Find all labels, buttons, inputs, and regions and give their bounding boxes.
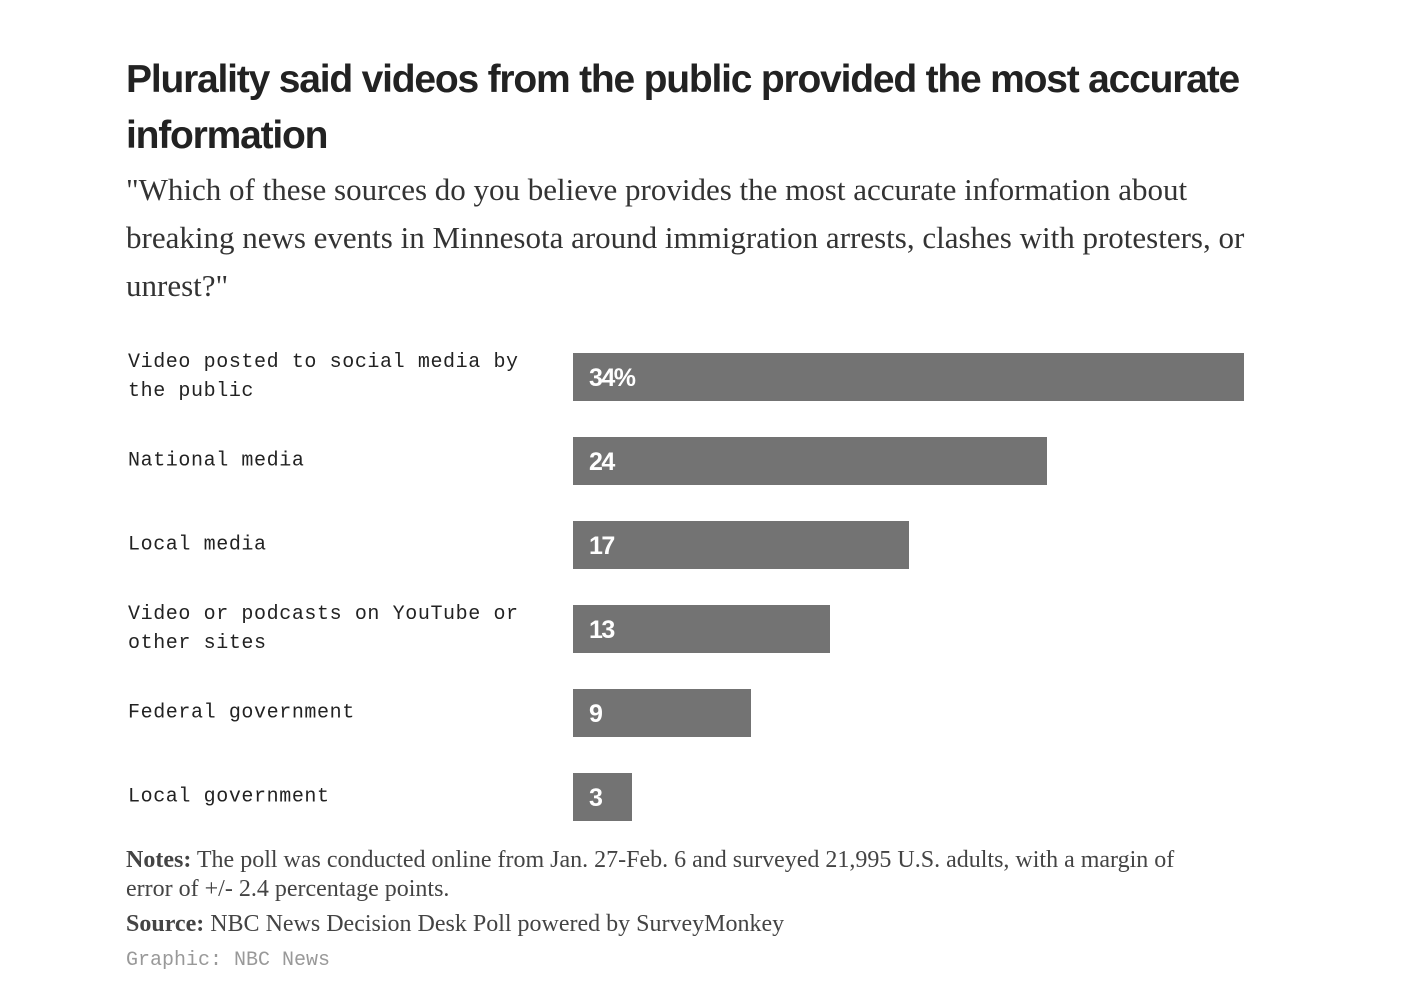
- credit: Graphic: NBC News: [126, 949, 331, 972]
- notes-label: Notes:: [126, 847, 192, 873]
- category-label: Local government: [128, 785, 330, 809]
- category-label: Video or podcasts on YouTube or other si…: [128, 603, 519, 655]
- value-label: 3: [589, 784, 603, 812]
- bar: [573, 773, 633, 821]
- bar: [573, 605, 830, 653]
- notes: Notes: The poll was conducted online fro…: [126, 846, 1216, 904]
- bar-row: Video or podcasts on YouTube or other si…: [128, 603, 1328, 655]
- value-label: 34%: [589, 364, 636, 392]
- bar: [573, 437, 1047, 485]
- chart-subtitle: "Which of these sources do you believe p…: [126, 172, 1245, 303]
- bar-row: Local media 17: [128, 521, 1328, 569]
- value-label: 24: [589, 448, 615, 476]
- bar-row: Local government 3: [128, 773, 1328, 821]
- value-label: 9: [589, 700, 603, 728]
- notes-text: The poll was conducted online from Jan. …: [126, 847, 1175, 902]
- bar: [573, 689, 751, 737]
- chart-title: Plurality said videos from the public pr…: [126, 58, 1240, 157]
- bar-row: National media 24: [128, 437, 1328, 485]
- bar: [573, 521, 909, 569]
- category-label: Video posted to social media by the publ…: [128, 351, 519, 403]
- bar-row: Federal government 9: [128, 689, 1328, 737]
- bar-row: Video posted to social media by the publ…: [128, 351, 1328, 403]
- value-label: 13: [589, 616, 615, 644]
- category-label: Local media: [128, 533, 267, 557]
- source-label: Source:: [126, 911, 205, 937]
- source: Source: NBC News Decision Desk Poll powe…: [126, 910, 784, 939]
- bar: [573, 353, 1244, 401]
- value-label: 17: [589, 532, 615, 560]
- category-label: Federal government: [128, 701, 355, 725]
- source-text: NBC News Decision Desk Poll powered by S…: [210, 911, 785, 937]
- category-label: National media: [128, 449, 305, 473]
